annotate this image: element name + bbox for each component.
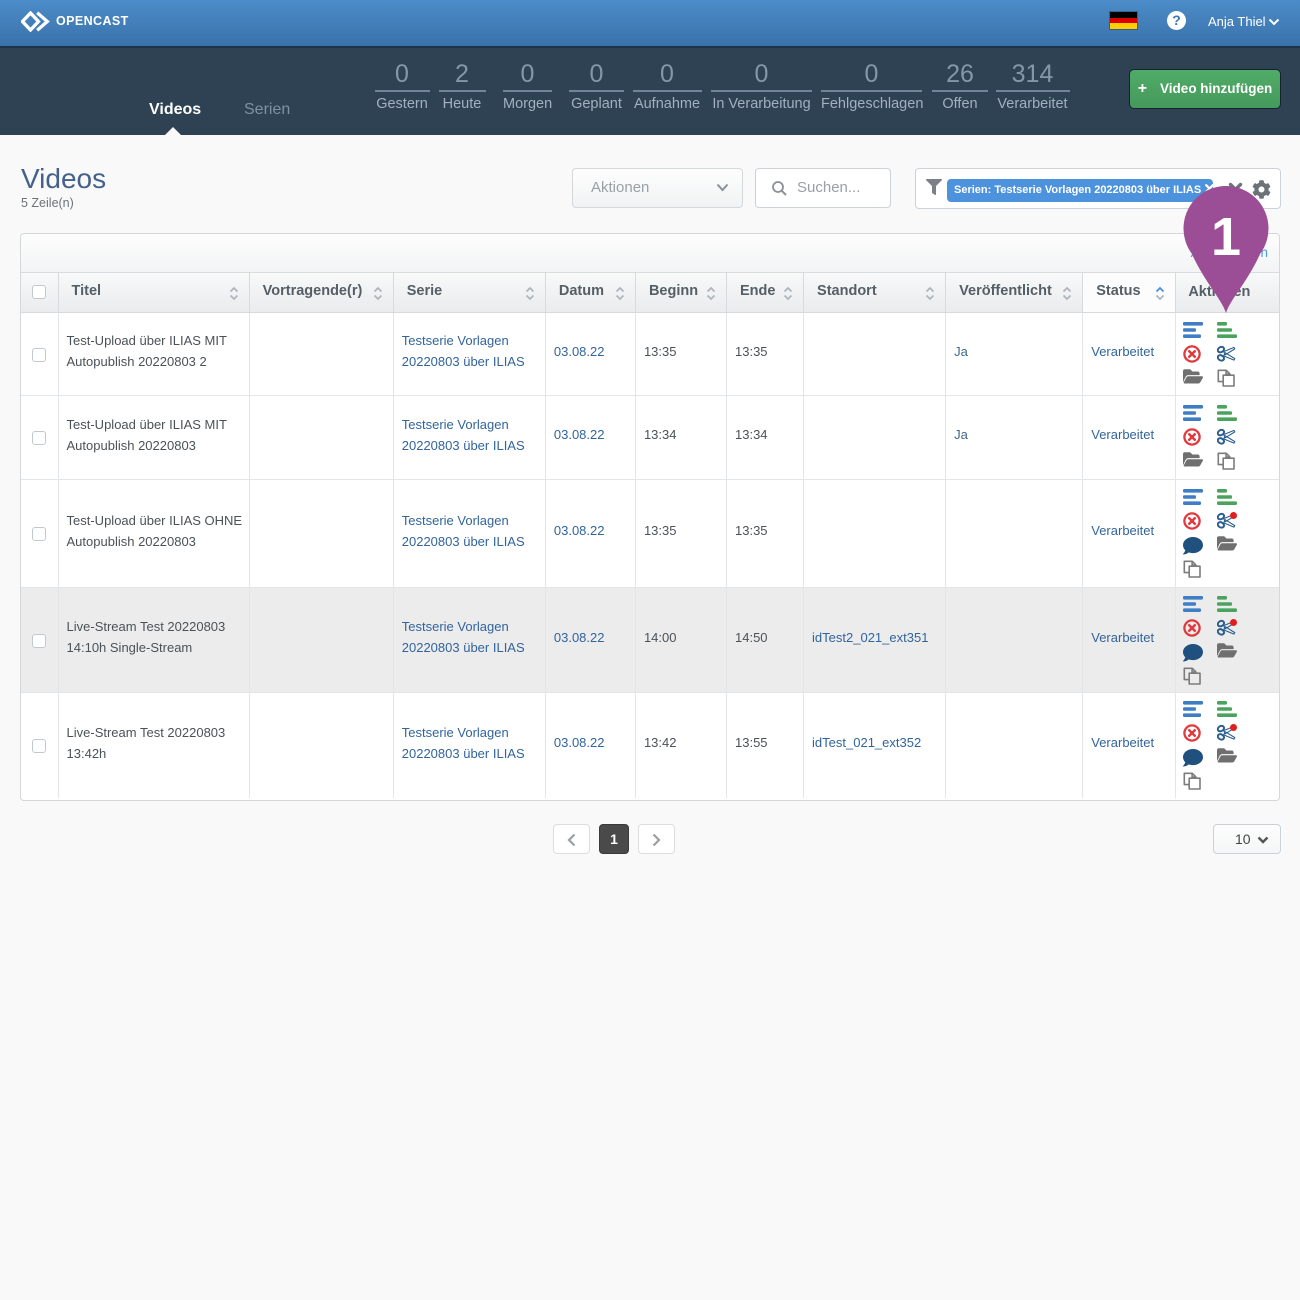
svg-text:1: 1 bbox=[1211, 207, 1241, 267]
